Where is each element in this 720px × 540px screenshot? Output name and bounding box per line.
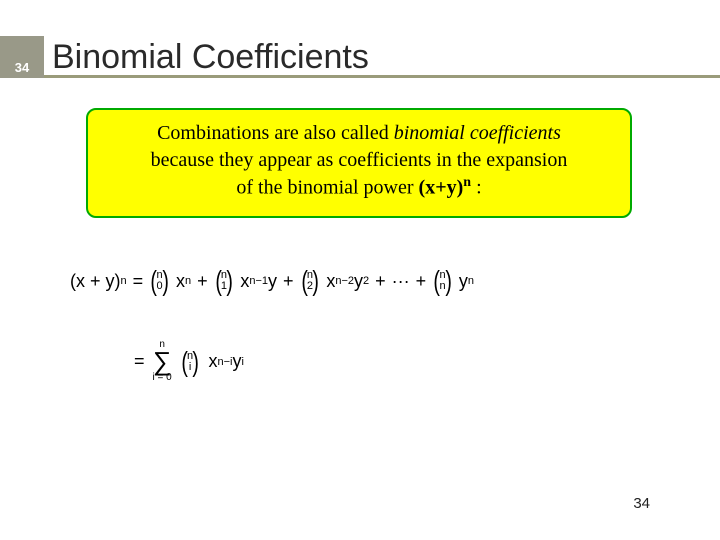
lhs-exp: n — [121, 275, 127, 287]
box-text-1a: Combinations are also called — [157, 122, 394, 144]
plus-2: + — [283, 271, 294, 292]
title-bar: 34 Binomial Coefficients — [0, 36, 720, 78]
term-2: xn−2y2 — [326, 271, 369, 292]
lhs-base: (x + y) — [70, 271, 121, 292]
binomial-expansion-formula: (x + y)n = ( n0 ) xn + ( n1 ) xn−1y + ( … — [70, 270, 690, 292]
lhs: (x + y)n — [70, 271, 127, 292]
equals-2: = — [134, 351, 145, 372]
binom-2: ( n2 ) — [300, 270, 321, 292]
box-text-3a: of the binomial power — [236, 177, 418, 199]
box-text-3c: : — [471, 177, 482, 199]
plus-1: + — [197, 271, 208, 292]
slide-title: Binomial Coefficients — [44, 36, 720, 78]
binom-1: ( n1 ) — [214, 270, 235, 292]
lparen-icon: ( — [151, 271, 158, 291]
box-text-3sup: n — [463, 175, 471, 190]
binom-0: ( n0 ) — [149, 270, 170, 292]
box-text-1b: binomial coefficients — [394, 122, 561, 144]
binom-i: ( ni ) — [180, 351, 201, 373]
dots: ··· — [392, 271, 410, 292]
slide-number-top: 34 — [15, 60, 29, 75]
box-text-3b: (x+y) — [419, 177, 464, 199]
equals: = — [133, 271, 144, 292]
rparen-icon: ) — [162, 271, 169, 291]
binomial-sigma-formula: = n ∑ i = 0 ( ni ) xn−iyi — [134, 340, 244, 383]
sigma-icon: n ∑ i = 0 — [153, 340, 172, 383]
term-0: xn — [176, 271, 191, 292]
definition-box: Combinations are also called binomial co… — [86, 108, 632, 218]
binom-n: ( nn ) — [432, 270, 453, 292]
plus-4: + — [416, 271, 427, 292]
plus-3: + — [375, 271, 386, 292]
page-number-bottom: 34 — [633, 495, 650, 512]
title-underline — [44, 75, 720, 78]
term-1: xn−1y — [240, 271, 277, 292]
slide-number-box: 34 — [0, 36, 44, 78]
term-n: yn — [459, 271, 474, 292]
box-text-2: because they appear as coefficients in t… — [151, 149, 568, 171]
sigma-term: xn−iyi — [208, 351, 243, 372]
